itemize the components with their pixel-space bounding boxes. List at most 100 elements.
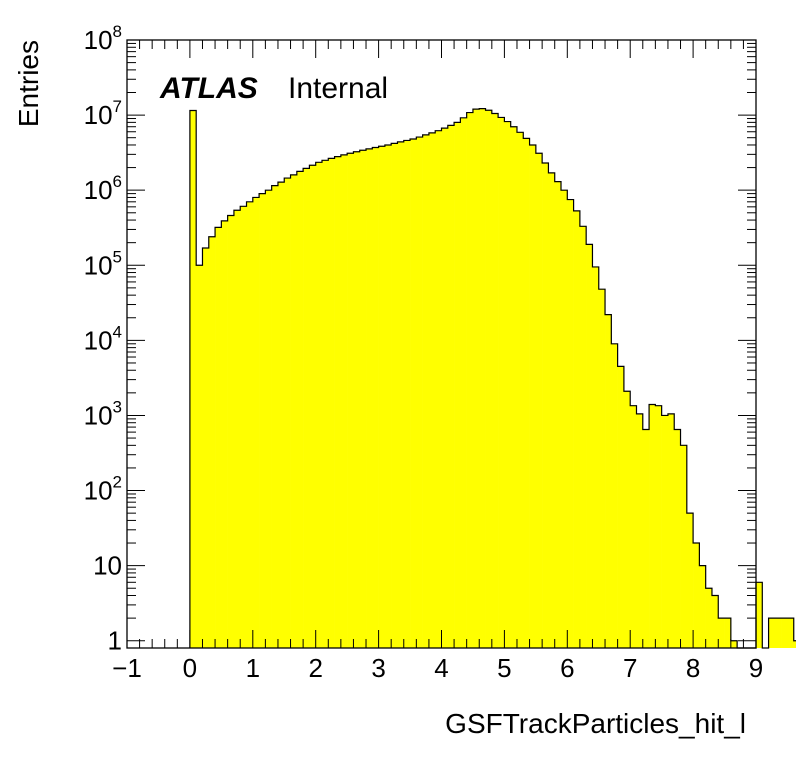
histogram-bin (498, 117, 505, 648)
histogram-bin (686, 513, 694, 648)
y-tick-label: 102 (84, 473, 122, 506)
histogram-layer (189, 108, 796, 649)
histogram-bin (768, 618, 776, 648)
histogram-bin (504, 121, 511, 648)
histogram-bin (353, 151, 361, 649)
histogram-bin (403, 140, 411, 649)
internal-label: Internal (288, 72, 388, 105)
histogram-bin (252, 197, 260, 648)
x-axis-title: GSFTrackParticles_hit_l (445, 708, 746, 739)
histogram-bin (598, 289, 606, 648)
histogram-bin (592, 266, 600, 648)
histogram-bin (447, 125, 455, 648)
histogram-bin (391, 143, 398, 648)
y-tick-label: 106 (84, 172, 122, 205)
histogram-bin (554, 181, 562, 648)
histogram-bin (441, 128, 449, 648)
histogram-bin (674, 429, 681, 648)
x-tick-label: 2 (308, 653, 322, 683)
histogram-bin (756, 582, 763, 648)
histogram-bin (202, 247, 210, 649)
histogram-bin (586, 244, 593, 648)
histogram-bin (649, 404, 656, 648)
histogram-bin (189, 110, 197, 649)
x-tick-label: 0 (183, 653, 197, 683)
histogram-bin (523, 138, 530, 648)
histogram-bin (416, 137, 423, 648)
histogram-bin (655, 405, 662, 648)
histogram-bin (303, 168, 310, 648)
histogram-bin (774, 618, 782, 648)
histogram-bin (284, 178, 291, 648)
histogram-bin (693, 543, 700, 648)
histogram-bin (208, 236, 216, 648)
histogram-bin (227, 215, 235, 648)
histogram-bin (347, 153, 354, 648)
histogram-bin (529, 144, 537, 648)
histogram-bin (466, 112, 474, 649)
histogram-bin (240, 206, 247, 648)
histogram-bin (611, 343, 618, 648)
histogram-bin (472, 109, 480, 648)
histogram-bin (435, 130, 442, 649)
y-tick-label: 1 (108, 626, 122, 656)
histogram-bin (334, 156, 342, 648)
histogram-bin (699, 565, 706, 648)
histogram-bin (221, 220, 228, 648)
histogram-bin (265, 190, 272, 649)
histogram-bin (730, 640, 738, 648)
histogram-bin (491, 113, 499, 648)
x-tick-label: 6 (560, 653, 574, 683)
histogram-bin (535, 153, 543, 648)
histogram-bin (642, 429, 650, 648)
histogram-bin (573, 210, 581, 648)
atlas-label: ATLAS (159, 72, 258, 105)
histogram-bin (711, 595, 719, 648)
histogram-bin (366, 148, 373, 648)
histogram-bin (309, 165, 316, 648)
histogram-bin (567, 199, 574, 648)
histogram-bin (296, 171, 304, 648)
histogram-bin (233, 210, 241, 649)
histogram-bin (479, 108, 486, 648)
histogram-bin (378, 146, 386, 649)
y-tick-label: 10 (93, 551, 122, 581)
y-tick-label: 108 (84, 22, 122, 55)
histogram-bin (561, 190, 568, 649)
histogram-bin (215, 227, 222, 648)
histogram-bin (196, 265, 203, 648)
histogram-bin (277, 182, 285, 648)
histogram-bin (680, 445, 688, 648)
histogram-bin (460, 117, 467, 648)
histogram-bin (617, 366, 625, 648)
histogram-bin (605, 314, 612, 648)
axis-ticks (126, 39, 757, 648)
y-tick-label: 107 (84, 97, 122, 130)
histogram-bin (630, 405, 637, 648)
histogram-bin (428, 132, 436, 648)
x-tick-label: 1 (246, 653, 260, 683)
histogram-bin (636, 413, 644, 648)
x-tick-label: 3 (371, 653, 385, 683)
histogram-bin (661, 415, 669, 648)
y-tick-label: 105 (84, 247, 122, 280)
x-tick-label: −1 (112, 653, 142, 683)
histogram-bin (372, 147, 379, 648)
histogram-bin (384, 144, 392, 648)
histogram-bin (290, 174, 298, 648)
x-tick-label: 4 (434, 653, 448, 683)
histogram-bin (516, 132, 524, 648)
histogram-outline (189, 108, 796, 649)
histogram-bin (579, 226, 587, 649)
histogram-bin (485, 110, 493, 649)
y-tick-label: 103 (84, 397, 122, 430)
histogram-bin (542, 163, 549, 648)
y-tick-labels: 1 10 102 103 104 105 106 107 108 (84, 22, 122, 656)
x-tick-label: 7 (623, 653, 637, 683)
y-axis-title: Entries (13, 40, 44, 127)
histogram-bin (724, 618, 732, 648)
histogram-bin (454, 122, 461, 649)
histogram-bin (718, 618, 725, 648)
histogram-bin (328, 158, 335, 649)
